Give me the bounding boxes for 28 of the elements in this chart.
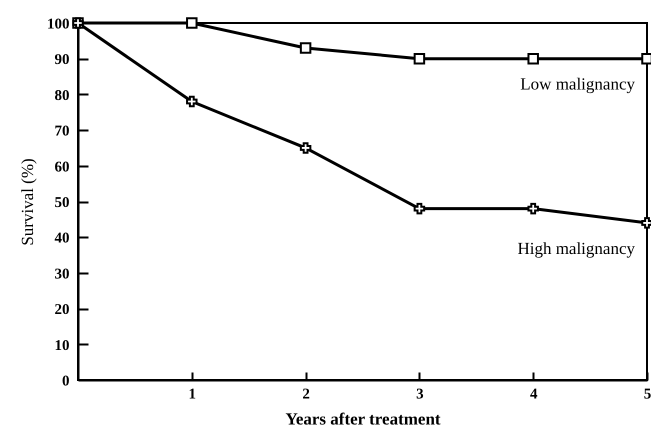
series-label: Low malignancy <box>520 74 636 94</box>
y-tick-label: 50 <box>54 195 70 211</box>
point <box>186 17 198 29</box>
y-tick-label: 60 <box>54 159 70 176</box>
y-axis-title: Survival (%) <box>18 158 37 246</box>
y-tick-label: 100 <box>47 16 70 32</box>
point <box>300 142 312 154</box>
point <box>527 202 539 214</box>
point <box>186 96 198 108</box>
y-tick-label: 20 <box>54 302 70 318</box>
x-tick-label: 1 <box>188 386 196 402</box>
point <box>527 52 539 64</box>
point <box>300 42 312 54</box>
y-tick-label: 10 <box>54 338 70 354</box>
y-tick-label: 90 <box>54 52 70 68</box>
point <box>414 52 426 64</box>
x-tick-label: 2 <box>302 386 310 402</box>
x-axis-title: Years after treatment <box>285 410 441 428</box>
point <box>414 202 426 214</box>
y-tick-label: 0 <box>62 374 70 390</box>
series-label: High malignancy <box>517 238 636 258</box>
y-tick-label: 70 <box>54 124 70 140</box>
y-tick-label: 40 <box>54 230 70 247</box>
y-tick-label: 30 <box>54 266 70 282</box>
x-tick-label: 4 <box>530 386 538 402</box>
x-tick-label: 5 <box>644 386 651 402</box>
x-tick-label: 3 <box>416 386 424 402</box>
y-tick-label: 80 <box>54 88 70 104</box>
